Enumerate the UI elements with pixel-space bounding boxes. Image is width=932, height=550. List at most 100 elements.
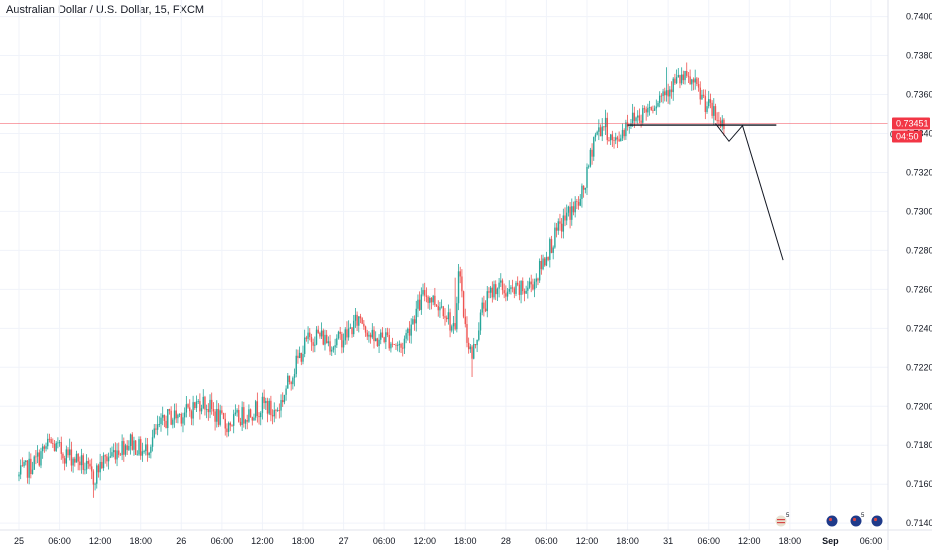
x-tick-label: 25 [14,536,24,546]
candle-body [368,334,370,337]
candle-body [684,70,686,81]
candle-body [363,323,365,327]
candle-body [373,329,375,342]
candle-body [566,212,568,221]
candle-body [268,400,270,414]
candle-body [586,166,588,188]
candle-body [310,336,313,343]
candle-body [516,282,519,285]
candle-body [33,456,35,470]
candle-body [579,198,581,206]
candle-body [18,474,20,477]
candle-body [146,444,149,456]
x-tick-label: 27 [339,536,349,546]
candle-body [102,455,105,469]
candle-body [692,79,695,83]
candle-body [660,95,663,97]
candle-body [574,201,576,213]
candle-body [390,343,392,349]
candle-body [711,102,713,116]
badge-count: 5 [786,513,790,519]
candle-body [285,388,287,395]
candle-body [635,117,637,121]
candle-body [238,409,240,422]
candle-body [217,408,220,425]
candle-body [593,137,595,157]
candle-body [261,396,264,413]
candle-body [381,332,384,338]
badge-count: 5 [861,513,865,519]
candle-body [224,418,226,429]
candle-body [464,316,466,325]
candle-body [694,78,696,83]
candle-body [48,438,51,440]
candle-body [535,278,537,282]
candle-body [403,338,406,349]
candle-body [462,291,465,317]
candle-body [200,408,203,412]
candle-body [62,453,64,459]
candle-body [459,271,461,277]
candle-body [63,458,66,464]
candle-body [447,312,450,320]
candle-body [109,456,111,458]
candle-body [364,326,367,333]
candle-body [160,417,162,425]
candle-body [175,410,177,419]
candle-body [38,452,40,466]
candle-body [407,328,409,334]
candle-body [356,314,358,326]
candle-body [410,324,412,336]
candle-body [187,404,189,408]
candle-body [207,409,210,413]
candle-body [596,131,598,135]
candle-body [391,343,394,345]
candle-body [680,74,683,84]
candle-body [489,287,492,293]
candle-body [25,460,27,463]
candle-body [498,282,500,289]
candle-body [589,149,592,167]
candle-body [354,314,357,321]
candle-body [52,443,54,444]
candle-body [495,284,497,295]
candle-body [288,375,291,382]
candle-body [136,454,139,456]
candle-body [430,297,433,303]
candle-body [21,465,24,467]
candle-body [701,94,703,100]
flag-mark [828,517,833,522]
candle-body [427,296,429,303]
candle-body [675,77,678,84]
flag-mark [852,517,857,522]
candle-body [533,281,536,290]
candle-body [376,338,379,347]
candle-body [309,332,311,337]
candle-body [478,330,480,340]
candle-body [708,99,710,107]
candle-body [467,342,470,350]
candle-body [222,413,225,419]
candle-body [58,442,61,443]
candle-body [263,396,265,404]
candle-body [194,402,196,409]
candle-body [637,115,639,118]
candle-body [618,139,620,142]
candle-body [283,394,286,403]
candle-body [307,332,309,339]
candle-body [604,117,607,128]
candle-body [366,332,368,337]
candle-body [351,327,353,335]
candle-body [322,330,324,345]
candle-body [119,454,122,456]
candle-body [569,206,571,220]
candle-body [435,304,438,307]
candle-body [89,463,91,467]
candle-body [280,400,282,411]
candle-body [718,120,720,122]
candle-body [53,443,56,451]
candle-body [420,294,423,310]
